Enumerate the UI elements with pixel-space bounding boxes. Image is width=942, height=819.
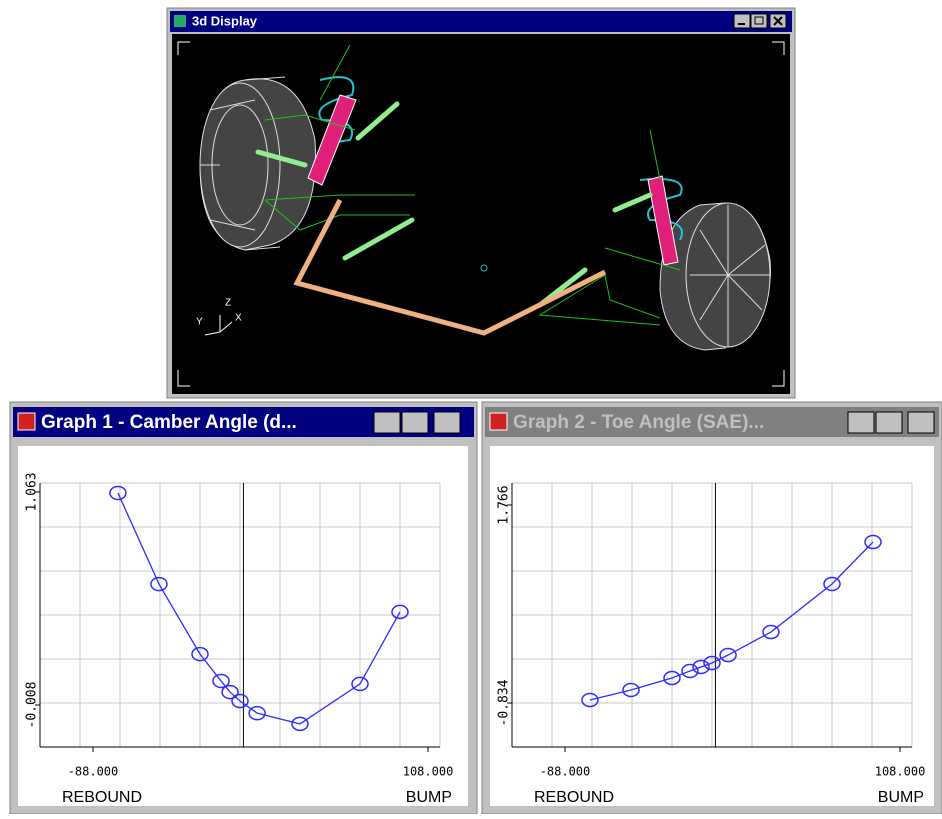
- graph-window: Graph 2 - Toe Angle (SAE)... -0.834 1.766 -…: [482, 402, 942, 814]
- x-tick-label: 108.000: [875, 765, 926, 779]
- window-title: Graph 1 - Camber Angle (d...: [41, 412, 297, 433]
- maximize-button[interactable]: [876, 412, 902, 433]
- y-tick-label: -0.834: [497, 679, 512, 726]
- maximize-button[interactable]: [751, 14, 767, 28]
- minimize-button[interactable]: [734, 14, 750, 28]
- window-title: Graph 2 - Toe Angle (SAE)...: [513, 412, 764, 433]
- axis-label: Y: [196, 317, 203, 328]
- window-title: 3d Display: [192, 13, 258, 28]
- close-button[interactable]: [908, 412, 934, 433]
- close-button[interactable]: [434, 412, 460, 433]
- graph-window: Graph 1 - Camber Angle (d... -0.008 1.063 -…: [10, 402, 477, 814]
- x-annotation: REBOUND: [534, 789, 614, 806]
- display-window: 3d Display: [167, 8, 795, 398]
- x-annotation: BUMP: [878, 789, 924, 806]
- window-icon: [18, 413, 35, 430]
- window-buttons[interactable]: [734, 14, 786, 28]
- axis-label: X: [235, 313, 242, 324]
- window-icon: [174, 15, 186, 27]
- axis-label: Z: [225, 298, 231, 309]
- y-tick-label: 1.766: [497, 485, 512, 524]
- y-tick-label: 1.063: [25, 472, 40, 511]
- minimize-button[interactable]: [374, 412, 400, 433]
- maximize-button[interactable]: [402, 412, 428, 433]
- x-tick-label: -88.000: [68, 765, 119, 779]
- title-bar: [170, 11, 792, 32]
- x-tick-label: 108.000: [403, 765, 454, 779]
- screen: 3d Display: [0, 0, 942, 814]
- y-tick-label: -0.008: [25, 682, 40, 729]
- x-annotation: BUMP: [406, 789, 452, 806]
- window-icon: [490, 413, 507, 430]
- minimize-button[interactable]: [848, 412, 874, 433]
- x-annotation: REBOUND: [62, 789, 142, 806]
- x-tick-label: -88.000: [540, 765, 591, 779]
